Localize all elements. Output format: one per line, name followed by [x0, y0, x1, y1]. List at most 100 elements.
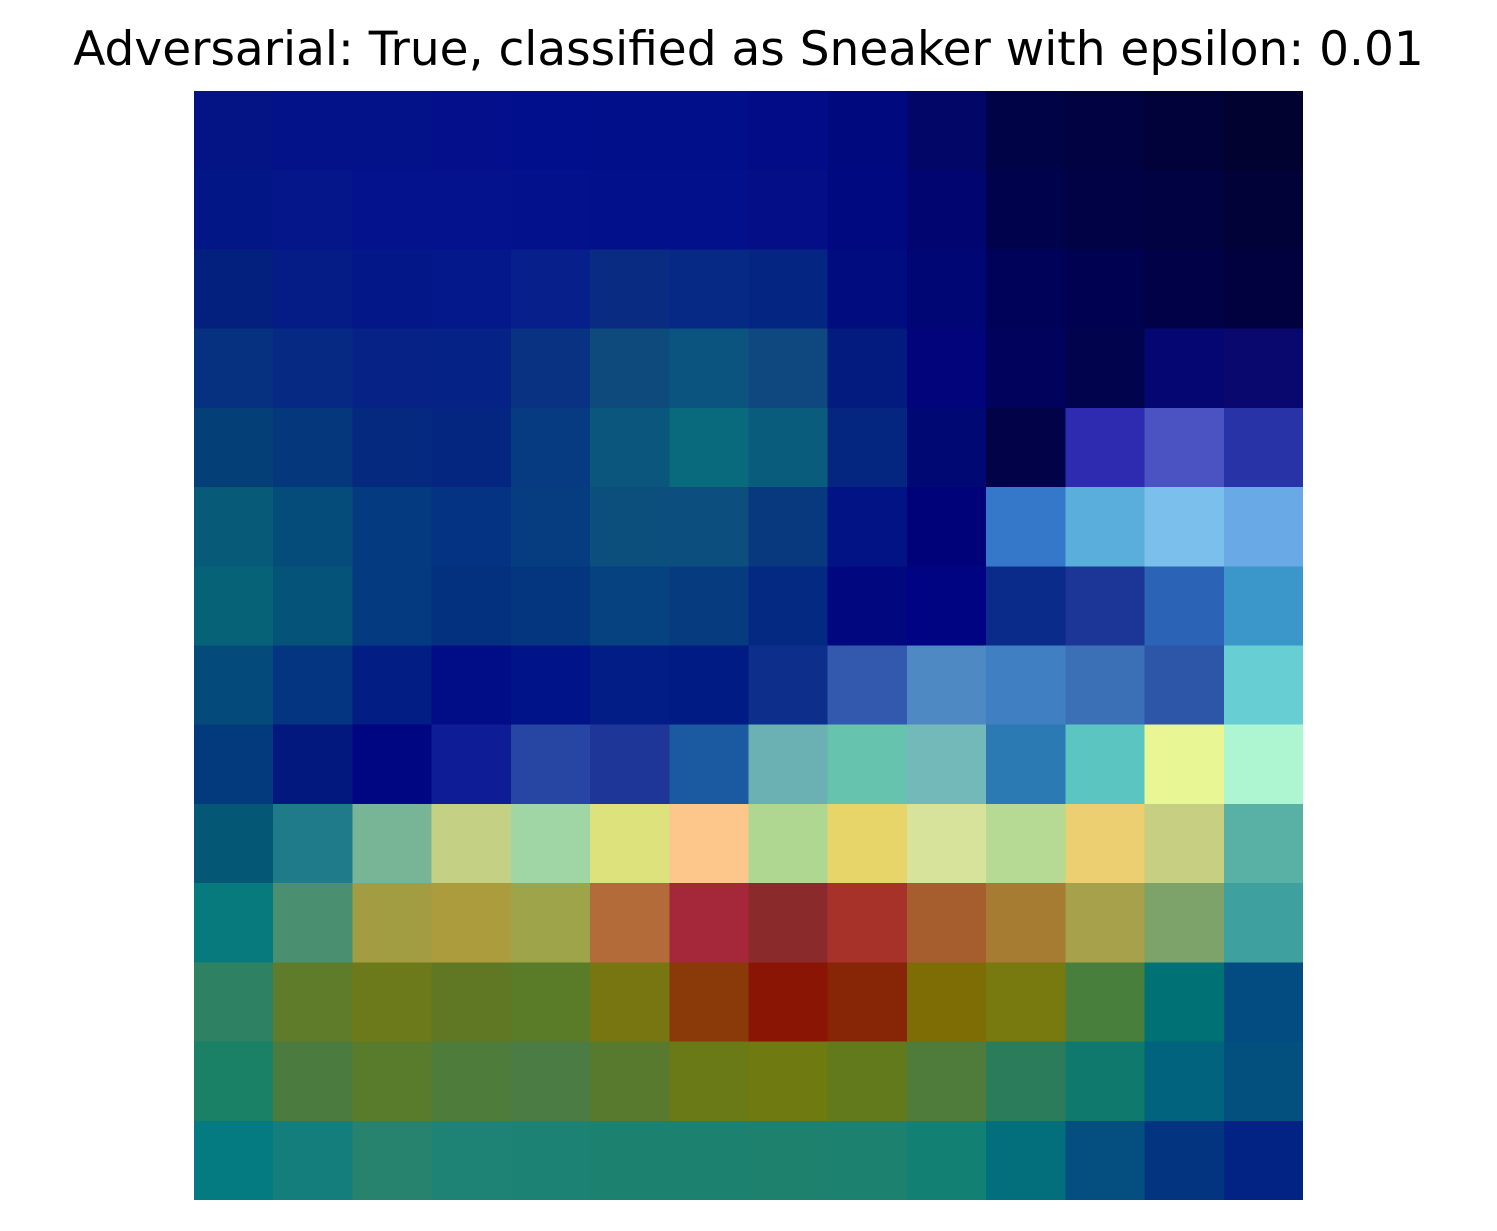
heatmap-cell-r25-c22 [1065, 1081, 1106, 1122]
heatmap-cell-r14-c14 [748, 645, 789, 686]
heatmap-cell-r3-c13 [708, 209, 750, 251]
heatmap-cell-r21-c5 [392, 922, 433, 963]
heatmap-cell-r17-c14 [748, 764, 789, 805]
heatmap-cell-r25-c5 [392, 1081, 433, 1122]
heatmap-cell-r0-c24 [1144, 91, 1185, 132]
heatmap-cell-r7-c1 [233, 368, 274, 409]
heatmap-cell-r20-c25 [1184, 883, 1225, 924]
heatmap-cell-r10-c6 [431, 487, 472, 528]
heatmap-cell-r1-c16 [827, 130, 868, 171]
heatmap-cell-r16-c18 [906, 724, 948, 765]
heatmap-cell-r4-c6 [431, 249, 472, 290]
heatmap-cell-r10-c4 [352, 487, 393, 528]
heatmap-cell-r24-c13 [708, 1041, 750, 1082]
heatmap-cell-r22-c25 [1184, 962, 1225, 1003]
heatmap-cell-r25-c25 [1184, 1081, 1225, 1122]
heatmap-cell-r11-c14 [748, 526, 789, 567]
heatmap-cell-r11-c6 [431, 526, 472, 567]
heatmap-cell-r21-c19 [946, 922, 987, 963]
heatmap-cell-r13-c27 [1263, 605, 1303, 647]
heatmap-cell-r2-c6 [431, 170, 472, 211]
heatmap-cell-r22-c4 [352, 962, 393, 1003]
heatmap-cell-r19-c23 [1104, 843, 1146, 884]
heatmap-cell-r23-c24 [1144, 1001, 1185, 1043]
heatmap-cell-r3-c12 [669, 209, 710, 251]
heatmap-cell-r15-c18 [906, 685, 948, 726]
heatmap-cell-r15-c0 [194, 685, 235, 726]
heatmap-cell-r16-c23 [1104, 724, 1146, 765]
heatmap-cell-r3-c1 [233, 209, 274, 251]
heatmap-cell-r27-c0 [194, 1160, 235, 1200]
heatmap-cell-r12-c15 [788, 566, 829, 607]
heatmap-cell-r14-c20 [986, 645, 1027, 686]
heatmap-cell-r14-c17 [867, 645, 908, 686]
heatmap-cell-r6-c17 [867, 328, 908, 369]
heatmap-cell-r27-c10 [590, 1160, 631, 1200]
heatmap-cell-r24-c16 [827, 1041, 868, 1082]
heatmap-cell-r0-c4 [352, 91, 393, 132]
heatmap-cell-r6-c4 [352, 328, 393, 369]
heatmap-cell-r22-c9 [550, 962, 591, 1003]
heatmap-cell-r23-c20 [986, 1001, 1027, 1043]
heatmap-cell-r24-c7 [471, 1041, 512, 1082]
heatmap-cell-r14-c18 [906, 645, 948, 686]
heatmap-cell-r12-c4 [352, 566, 393, 607]
heatmap-cell-r17-c27 [1263, 764, 1303, 805]
heatmap-cell-r27-c25 [1184, 1160, 1225, 1200]
heatmap-cell-r0-c3 [312, 91, 354, 132]
heatmap-cell-r21-c24 [1144, 922, 1185, 963]
heatmap-cell-r14-c24 [1144, 645, 1185, 686]
heatmap-cell-r9-c12 [669, 447, 710, 488]
heatmap-cell-r25-c7 [471, 1081, 512, 1122]
heatmap-cell-r10-c19 [946, 487, 987, 528]
heatmap-cell-r4-c16 [827, 249, 868, 290]
heatmap-cell-r19-c11 [629, 843, 670, 884]
heatmap-cell-r5-c16 [827, 289, 868, 330]
heatmap-cell-r3-c23 [1104, 209, 1146, 251]
heatmap-cell-r16-c15 [788, 724, 829, 765]
heatmap-cell-r1-c18 [906, 130, 948, 171]
heatmap-cell-r13-c2 [273, 605, 314, 647]
heatmap-cell-r7-c26 [1223, 368, 1264, 409]
heatmap-cell-r6-c22 [1065, 328, 1106, 369]
heatmap-cell-r16-c4 [352, 724, 393, 765]
heatmap-cell-r6-c10 [590, 328, 631, 369]
heatmap-cell-r4-c10 [590, 249, 631, 290]
heatmap-cell-r27-c3 [312, 1160, 354, 1200]
heatmap-cell-r18-c24 [1144, 803, 1185, 845]
heatmap-cell-r9-c10 [590, 447, 631, 488]
heatmap-cell-r0-c15 [788, 91, 829, 132]
heatmap-cell-r1-c25 [1184, 130, 1225, 171]
heatmap-cell-r25-c18 [906, 1081, 948, 1122]
heatmap-cell-r25-c15 [788, 1081, 829, 1122]
heatmap-cell-r22-c20 [986, 962, 1027, 1003]
heatmap-cell-r9-c8 [510, 447, 552, 488]
heatmap-cell-r8-c22 [1065, 407, 1106, 449]
heatmap-cell-r5-c9 [550, 289, 591, 330]
heatmap-cell-r5-c21 [1025, 289, 1066, 330]
heatmap-cell-r11-c8 [510, 526, 552, 567]
heatmap-cell-r14-c22 [1065, 645, 1106, 686]
heatmap-cell-r13-c1 [233, 605, 274, 647]
heatmap-cell-r23-c6 [431, 1001, 472, 1043]
heatmap-cell-r13-c6 [431, 605, 472, 647]
heatmap-cell-r7-c18 [906, 368, 948, 409]
chart-title: Adversarial: True, classified as Sneaker… [73, 22, 1424, 77]
heatmap-cell-r14-c13 [708, 645, 750, 686]
heatmap-cell-r21-c26 [1223, 922, 1264, 963]
heatmap-cell-r2-c11 [629, 170, 670, 211]
heatmap-cell-r0-c8 [510, 91, 552, 132]
heatmap-cell-r6-c13 [708, 328, 750, 369]
heatmap-cell-r22-c14 [748, 962, 789, 1003]
heatmap-cell-r11-c13 [708, 526, 750, 567]
heatmap-cell-r22-c7 [471, 962, 512, 1003]
heatmap-cell-r2-c10 [590, 170, 631, 211]
heatmap-cell-r6-c26 [1223, 328, 1264, 369]
heatmap-cell-r9-c21 [1025, 447, 1066, 488]
heatmap-cell-r2-c4 [352, 170, 393, 211]
heatmap-cell-r20-c27 [1263, 883, 1303, 924]
heatmap-cell-r1-c21 [1025, 130, 1066, 171]
heatmap-cell-r0-c19 [946, 91, 987, 132]
heatmap-cell-r26-c10 [590, 1120, 631, 1161]
heatmap-cell-r24-c25 [1184, 1041, 1225, 1082]
